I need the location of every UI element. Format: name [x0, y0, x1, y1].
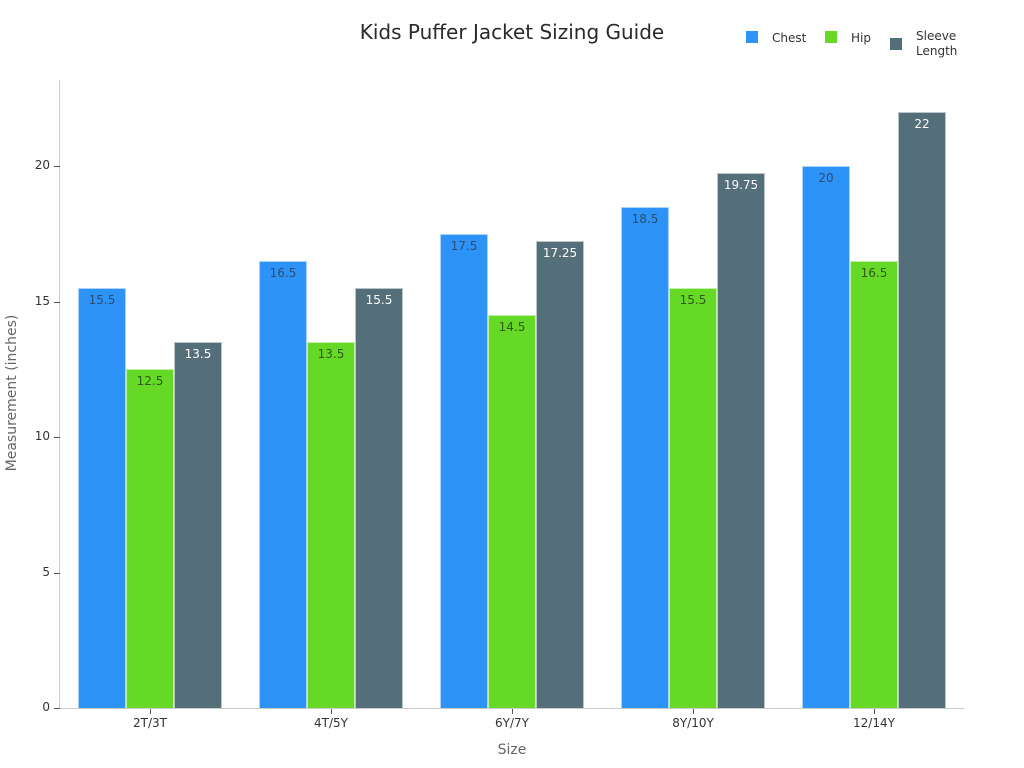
- bar-sleeve-length[interactable]: 22: [898, 111, 946, 708]
- bar-hip[interactable]: 14.5: [488, 315, 536, 708]
- legend-swatch-sleeve-length: [890, 38, 902, 50]
- bar-value-label: 18.5: [631, 211, 659, 226]
- legend-label: Hip: [851, 31, 871, 45]
- bar-value-label: 16.5: [269, 265, 297, 280]
- x-tick-mark: [331, 709, 332, 714]
- x-tick-mark: [693, 709, 694, 714]
- y-tick-label: 5: [42, 564, 50, 579]
- bar-hip[interactable]: 15.5: [669, 287, 717, 708]
- bar-value-label: 12.5: [136, 374, 164, 389]
- bar-hip[interactable]: 12.5: [126, 369, 174, 708]
- x-tick-mark: [512, 709, 513, 714]
- bar-chest[interactable]: 18.5: [621, 206, 669, 708]
- legend-item-sleeve-length[interactable]: Sleeve Length: [890, 29, 957, 59]
- bar-value-label: 22: [914, 116, 930, 131]
- bar-value-label: 19.75: [723, 177, 759, 192]
- legend-swatch-hip: [825, 31, 837, 43]
- x-tick-label: 2T/3T: [133, 716, 167, 730]
- x-tick-label: 4T/5Y: [314, 716, 348, 730]
- bar-value-label: 13.5: [317, 347, 345, 362]
- y-tick-mark: [54, 437, 60, 438]
- bar-value-label: 15.5: [365, 292, 393, 307]
- bar-value-label: 13.5: [184, 347, 212, 362]
- legend-label: Chest: [772, 31, 807, 45]
- bar-sleeve-length[interactable]: 13.5: [174, 342, 222, 708]
- bar-chest[interactable]: 17.5: [440, 233, 488, 708]
- bar-sleeve-length[interactable]: 15.5: [355, 287, 403, 708]
- x-tick-label: 12/14Y: [853, 716, 895, 730]
- x-tick-label: 6Y/7Y: [495, 716, 529, 730]
- legend-swatch-chest: [746, 31, 758, 43]
- y-axis-label: Measurement (inches): [4, 314, 20, 472]
- bar-value-label: 15.5: [88, 292, 116, 307]
- bar-chest[interactable]: 20: [802, 166, 850, 708]
- bar-sleeve-length[interactable]: 17.25: [536, 240, 584, 708]
- y-axis-line: [59, 80, 60, 709]
- y-tick-label: 15: [34, 293, 50, 308]
- bar-hip[interactable]: 13.5: [307, 342, 355, 708]
- y-tick-mark: [54, 166, 60, 167]
- x-tick-label: 8Y/10Y: [672, 716, 714, 730]
- bar-value-label: 20: [818, 171, 834, 185]
- bar-value-label: 17.5: [450, 238, 478, 253]
- legend-item-chest[interactable]: Chest: [746, 31, 806, 46]
- x-axis-label: Size: [497, 742, 527, 758]
- y-tick-mark: [54, 572, 60, 574]
- y-tick-label: 10: [34, 429, 50, 443]
- y-tick-mark: [54, 301, 60, 303]
- x-axis-line: [59, 708, 964, 709]
- bar-value-label: 15.5: [679, 292, 707, 307]
- legend-label: Sleeve Length: [916, 29, 958, 58]
- y-tick-label: 20: [34, 158, 50, 172]
- bar-value-label: 16.5: [860, 265, 888, 280]
- chart-title: Kids Puffer Jacket Sizing Guide: [359, 20, 665, 44]
- bar-sleeve-length[interactable]: 19.75: [717, 172, 765, 708]
- bar-chest[interactable]: 16.5: [259, 260, 307, 708]
- x-tick-mark: [150, 709, 151, 714]
- bar-hip[interactable]: 16.5: [850, 260, 898, 708]
- x-tick-mark: [874, 709, 875, 714]
- bar-chest[interactable]: 15.5: [78, 287, 126, 708]
- bar-value-label: 14.5: [498, 320, 526, 335]
- y-tick-mark: [54, 708, 60, 709]
- y-tick-label: 0: [42, 700, 50, 714]
- legend-item-hip[interactable]: Hip: [825, 31, 871, 46]
- bar-value-label: 17.25: [542, 245, 578, 260]
